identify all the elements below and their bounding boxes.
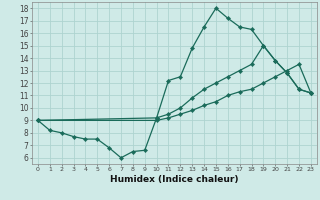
X-axis label: Humidex (Indice chaleur): Humidex (Indice chaleur) [110, 175, 239, 184]
